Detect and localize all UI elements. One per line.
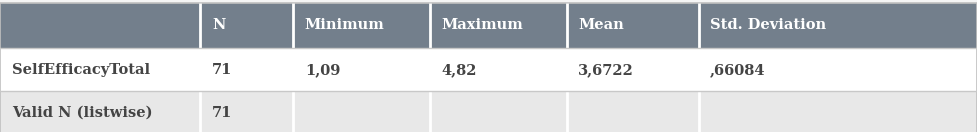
Bar <box>567 48 699 91</box>
Bar <box>567 3 699 48</box>
Text: Valid N (listwise): Valid N (listwise) <box>12 106 152 120</box>
Bar <box>430 91 567 132</box>
Bar <box>293 3 430 48</box>
Text: 1,09: 1,09 <box>305 63 340 77</box>
Text: 71: 71 <box>212 63 233 77</box>
Text: 4,82: 4,82 <box>442 63 477 77</box>
Text: ,66084: ,66084 <box>710 63 766 77</box>
Text: 71: 71 <box>212 106 233 120</box>
Bar <box>293 48 430 91</box>
Text: Minimum: Minimum <box>305 18 385 32</box>
Bar <box>699 48 977 91</box>
Bar <box>200 48 293 91</box>
Bar <box>293 91 430 132</box>
Text: Mean: Mean <box>578 18 624 32</box>
Bar <box>0 3 200 48</box>
Bar <box>567 91 699 132</box>
Text: Std. Deviation: Std. Deviation <box>710 18 827 32</box>
Bar <box>699 3 977 48</box>
Bar <box>0 48 200 91</box>
Text: 3,6722: 3,6722 <box>578 63 634 77</box>
Text: Maximum: Maximum <box>442 18 524 32</box>
Bar <box>0 91 200 132</box>
Bar <box>200 91 293 132</box>
Bar <box>430 48 567 91</box>
Text: SelfEfficacyTotal: SelfEfficacyTotal <box>12 63 149 77</box>
Text: N: N <box>212 18 226 32</box>
Bar <box>430 3 567 48</box>
Bar <box>200 3 293 48</box>
Bar <box>699 91 977 132</box>
